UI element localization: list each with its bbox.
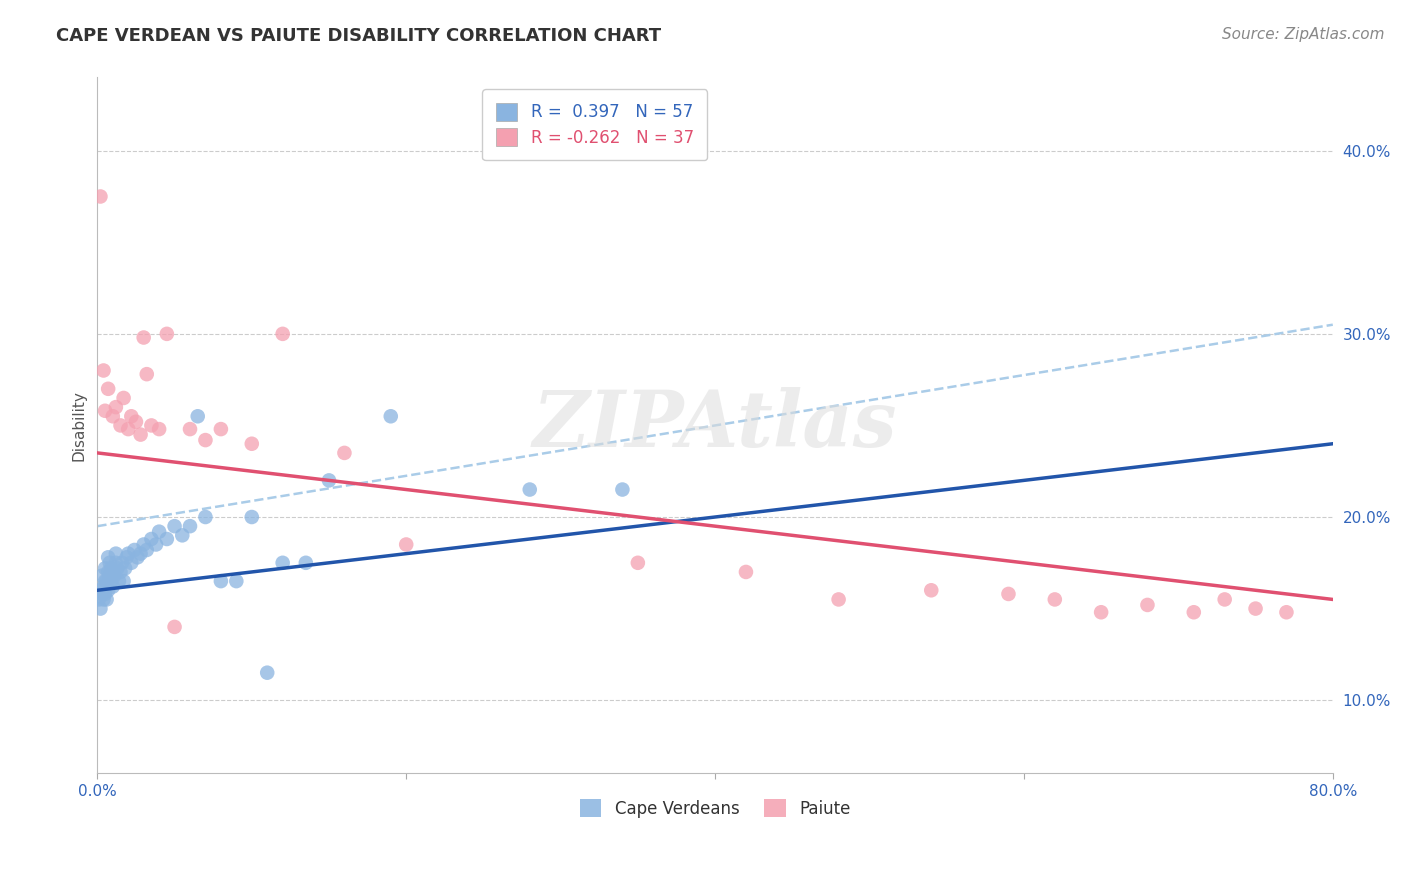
Point — [141, 418, 163, 433]
Point — [627, 556, 650, 570]
Point — [156, 532, 179, 546]
Point — [225, 574, 247, 588]
Point — [135, 543, 157, 558]
Point — [148, 524, 170, 539]
Point — [156, 326, 179, 341]
Point — [125, 415, 148, 429]
Point — [98, 568, 121, 582]
Point — [96, 592, 118, 607]
Point — [163, 620, 186, 634]
Point — [94, 574, 117, 588]
Point — [135, 367, 157, 381]
Point — [172, 528, 194, 542]
Point — [132, 330, 155, 344]
Point — [141, 532, 163, 546]
Point — [91, 568, 114, 582]
Point — [209, 422, 232, 436]
Point — [117, 422, 139, 436]
Point — [1275, 605, 1298, 619]
Point — [612, 483, 634, 497]
Point — [117, 547, 139, 561]
Point — [209, 574, 232, 588]
Point — [148, 422, 170, 436]
Point — [94, 404, 117, 418]
Point — [103, 568, 125, 582]
Point — [827, 592, 849, 607]
Point — [101, 580, 124, 594]
Point — [97, 382, 120, 396]
Point — [108, 574, 131, 588]
Point — [89, 189, 111, 203]
Text: Source: ZipAtlas.com: Source: ZipAtlas.com — [1222, 27, 1385, 42]
Point — [1182, 605, 1205, 619]
Point — [240, 510, 263, 524]
Point — [1090, 605, 1112, 619]
Point — [110, 565, 132, 579]
Point — [179, 422, 201, 436]
Point — [120, 409, 142, 424]
Point — [87, 592, 110, 607]
Point — [1043, 592, 1066, 607]
Point — [110, 418, 132, 433]
Point — [380, 409, 402, 424]
Point — [98, 556, 121, 570]
Point — [100, 561, 122, 575]
Point — [179, 519, 201, 533]
Point — [240, 436, 263, 450]
Legend: Cape Verdeans, Paiute: Cape Verdeans, Paiute — [572, 792, 858, 824]
Point — [89, 601, 111, 615]
Point — [97, 583, 120, 598]
Point — [101, 409, 124, 424]
Point — [295, 556, 318, 570]
Point — [93, 363, 115, 377]
Point — [271, 556, 294, 570]
Point — [104, 556, 127, 570]
Point — [107, 561, 129, 575]
Point — [91, 587, 114, 601]
Point — [112, 391, 135, 405]
Point — [145, 537, 167, 551]
Point — [187, 409, 209, 424]
Point — [271, 326, 294, 341]
Point — [256, 665, 278, 680]
Point — [395, 537, 418, 551]
Point — [104, 400, 127, 414]
Point — [132, 537, 155, 551]
Point — [101, 565, 124, 579]
Point — [93, 580, 115, 594]
Point — [129, 427, 152, 442]
Point — [97, 550, 120, 565]
Text: ZIPAtlas: ZIPAtlas — [533, 387, 897, 464]
Point — [114, 561, 136, 575]
Point — [1213, 592, 1236, 607]
Point — [129, 547, 152, 561]
Point — [333, 446, 356, 460]
Point — [318, 474, 340, 488]
Point — [94, 561, 117, 575]
Point — [735, 565, 758, 579]
Point — [163, 519, 186, 533]
Y-axis label: Disability: Disability — [72, 390, 86, 461]
Point — [194, 510, 217, 524]
Point — [1244, 601, 1267, 615]
Point — [124, 543, 146, 558]
Point — [194, 433, 217, 447]
Point — [111, 556, 134, 570]
Point — [127, 550, 149, 565]
Point — [519, 483, 541, 497]
Point — [997, 587, 1019, 601]
Point — [112, 574, 135, 588]
Point — [93, 592, 115, 607]
Point — [97, 565, 120, 579]
Point — [89, 583, 111, 598]
Point — [96, 574, 118, 588]
Point — [100, 574, 122, 588]
Point — [920, 583, 942, 598]
Point — [104, 547, 127, 561]
Point — [120, 556, 142, 570]
Text: CAPE VERDEAN VS PAIUTE DISABILITY CORRELATION CHART: CAPE VERDEAN VS PAIUTE DISABILITY CORREL… — [56, 27, 661, 45]
Point — [94, 587, 117, 601]
Point — [1136, 598, 1159, 612]
Point — [115, 550, 138, 565]
